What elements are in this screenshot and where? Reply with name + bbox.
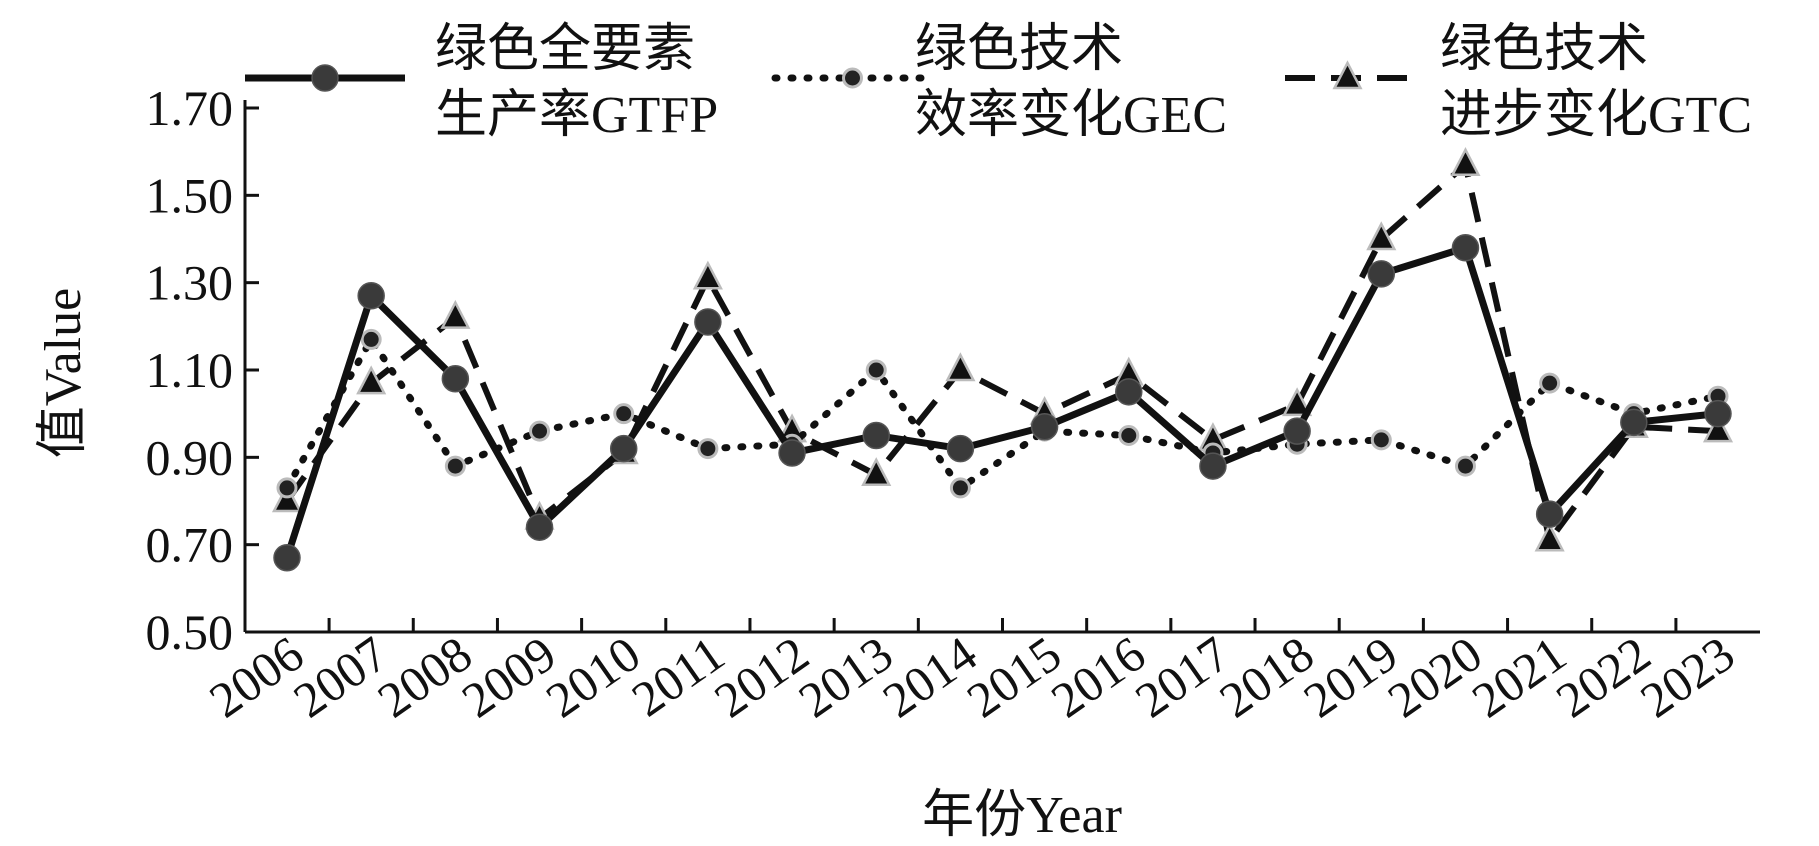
legend-label-line2: 生产率GTFP [435, 87, 718, 144]
legend-label-line2: 效率变化GEC [915, 87, 1227, 144]
data-point [1535, 500, 1564, 528]
data-point [1118, 425, 1140, 446]
series-1 [276, 328, 1729, 499]
data-point [1704, 399, 1732, 428]
data-point [273, 544, 301, 572]
data-point [1030, 413, 1059, 441]
x-tick-label: 2023 [1630, 625, 1744, 728]
legend-label-line1: 绿色全要素 [435, 21, 695, 78]
series-line [284, 161, 1719, 544]
data-point [444, 455, 466, 477]
data-point [778, 439, 806, 467]
data-point [945, 352, 976, 382]
data-point [525, 513, 554, 541]
y-tick-label: 0.50 [146, 604, 234, 660]
y-tick-label: 1.70 [146, 80, 234, 136]
legend-marker [311, 64, 339, 92]
y-tick-label: 1.10 [146, 342, 234, 398]
legend-label-line1: 绿色技术 [915, 21, 1123, 78]
data-point [1366, 221, 1397, 251]
data-point [1539, 372, 1561, 394]
data-point [1620, 408, 1648, 437]
data-point [1370, 429, 1392, 451]
x-axis-title: 年份Year [922, 787, 1122, 844]
data-point [1534, 522, 1565, 552]
data-point [692, 260, 723, 290]
data-point [1450, 147, 1481, 177]
data-point [1454, 455, 1476, 477]
legend-label-line2: 进步变化GTC [1440, 87, 1752, 144]
data-point [271, 483, 303, 513]
series-layer [271, 147, 1734, 572]
data-point [276, 477, 298, 499]
series-line [283, 244, 1719, 559]
data-point [1451, 233, 1480, 262]
data-point [946, 434, 975, 463]
data-point [1282, 387, 1313, 417]
data-point [1702, 413, 1734, 443]
data-point [865, 359, 887, 381]
y-axis-title: 值Value [35, 288, 92, 458]
y-tick-label: 1.30 [146, 255, 234, 311]
data-point [356, 365, 387, 395]
series-line [283, 335, 1722, 492]
data-point [613, 403, 635, 425]
data-point [1367, 260, 1396, 288]
series-2 [271, 147, 1734, 552]
data-point [1199, 452, 1227, 480]
data-point [694, 308, 722, 336]
data-point [441, 364, 470, 393]
series-0 [273, 233, 1732, 572]
legend-marker [1332, 60, 1363, 90]
legend-marker [842, 67, 863, 89]
data-point [1283, 417, 1311, 445]
data-point [697, 438, 719, 460]
y-tick-label: 0.90 [146, 429, 234, 485]
data-point [357, 282, 385, 310]
legend-label-line1: 绿色技术 [1440, 21, 1648, 78]
data-point [360, 328, 382, 350]
data-point [861, 457, 892, 487]
data-point [440, 299, 471, 329]
y-tick-label: 1.50 [146, 167, 234, 223]
data-point [609, 434, 638, 463]
y-tick-label: 0.70 [146, 517, 234, 573]
data-point [949, 477, 971, 499]
data-point [862, 421, 890, 450]
data-point [1115, 378, 1143, 406]
data-point [529, 420, 551, 442]
